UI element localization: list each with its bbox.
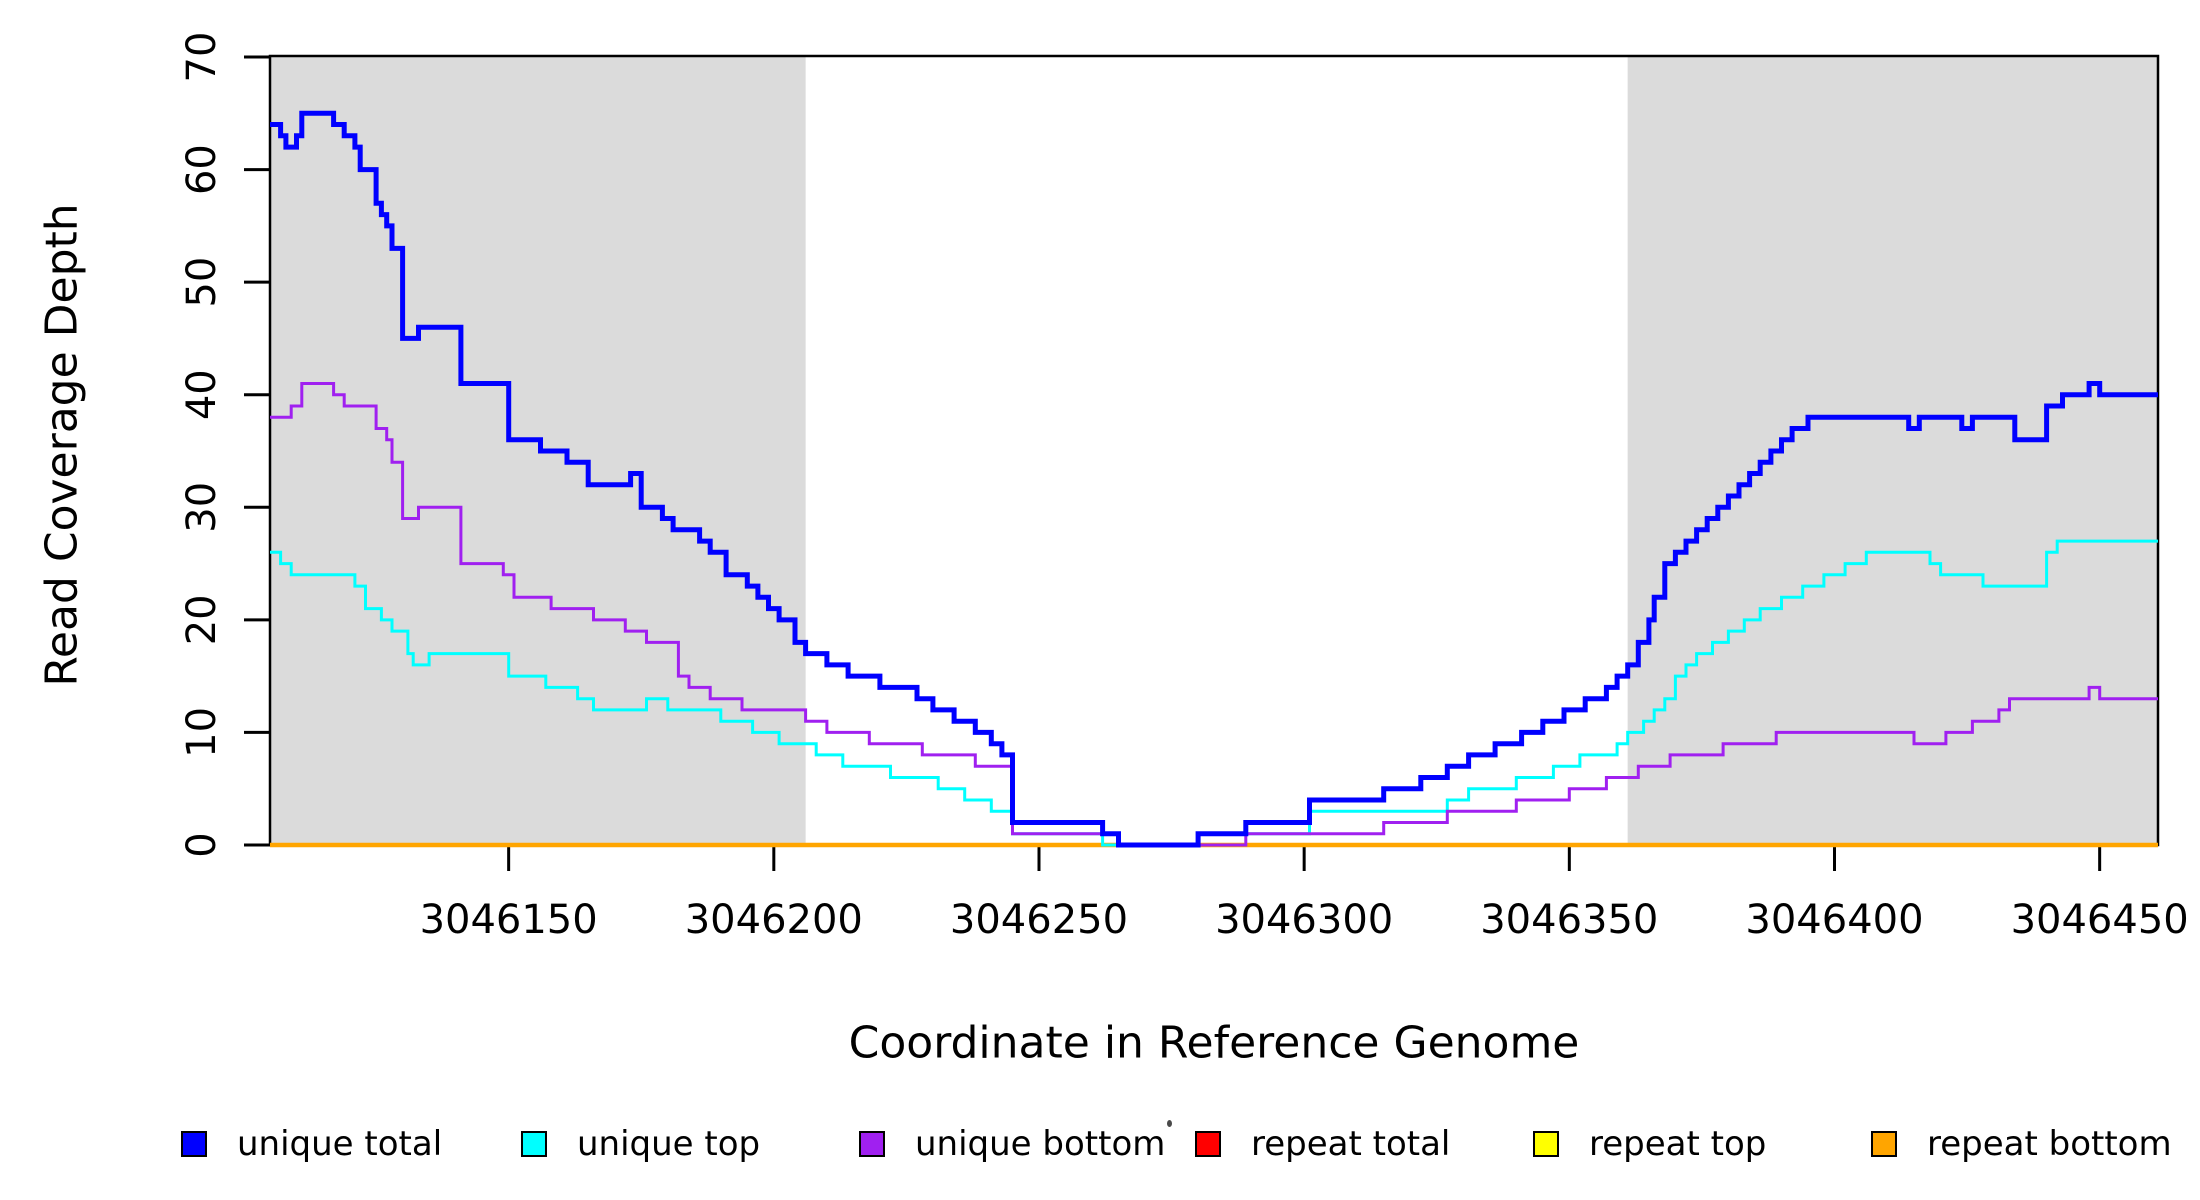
- legend-item-repeat-total: repeat total: [1195, 1124, 1451, 1164]
- shaded-repeat-region-left: [270, 56, 806, 845]
- legend-label: repeat top: [1589, 1124, 1767, 1164]
- legend-item-unique-bottom: unique bottom: [859, 1124, 1166, 1164]
- legend-label: unique top: [577, 1124, 761, 1164]
- y-axis-title: Read Coverage Depth: [36, 203, 88, 687]
- y-tick-label: 60: [179, 144, 225, 195]
- shaded-repeat-region-right: [1627, 56, 2158, 845]
- stray-dot-mark: [1167, 1120, 1172, 1127]
- y-tick-label: 40: [179, 369, 225, 420]
- legend-label: unique bottom: [915, 1124, 1166, 1164]
- x-axis-title: Coordinate in Reference Genome: [848, 1017, 1580, 1069]
- x-tick-label: 3046350: [1480, 897, 1658, 943]
- x-tick-label: 3046200: [685, 897, 863, 943]
- y-tick-label: 10: [179, 707, 225, 758]
- x-tick-label: 3046250: [950, 897, 1128, 943]
- x-tick-label: 3046300: [1215, 897, 1393, 943]
- x-tick-label: 3046400: [1745, 897, 1923, 943]
- legend-item-repeat-bottom: repeat bottom: [1871, 1124, 2172, 1164]
- legend-swatch-icon: [521, 1131, 547, 1157]
- y-tick-label: 70: [179, 32, 225, 83]
- legend-label: repeat total: [1251, 1124, 1451, 1164]
- x-tick-label: 3046450: [2011, 897, 2189, 943]
- y-tick-label: 50: [179, 257, 225, 308]
- legend-swatch-icon: [1533, 1131, 1559, 1157]
- legend-swatch-icon: [859, 1131, 885, 1157]
- legend-swatch-icon: [181, 1131, 207, 1157]
- legend-item-unique-top: unique top: [521, 1124, 761, 1164]
- y-tick-label: 20: [179, 594, 225, 645]
- legend-label: unique total: [237, 1124, 443, 1164]
- y-tick-label: 0: [179, 832, 225, 857]
- legend-swatch-icon: [1195, 1131, 1221, 1157]
- legend-item-unique-total: unique total: [181, 1124, 443, 1164]
- legend-item-repeat-top: repeat top: [1533, 1124, 1767, 1164]
- legend-swatch-icon: [1871, 1131, 1897, 1157]
- legend-label: repeat bottom: [1927, 1124, 2172, 1164]
- series-unique-total: [270, 110, 2158, 848]
- series-unique-bottom: [270, 382, 2158, 847]
- x-tick-label: 3046150: [420, 897, 598, 943]
- y-tick-label: 30: [179, 482, 225, 533]
